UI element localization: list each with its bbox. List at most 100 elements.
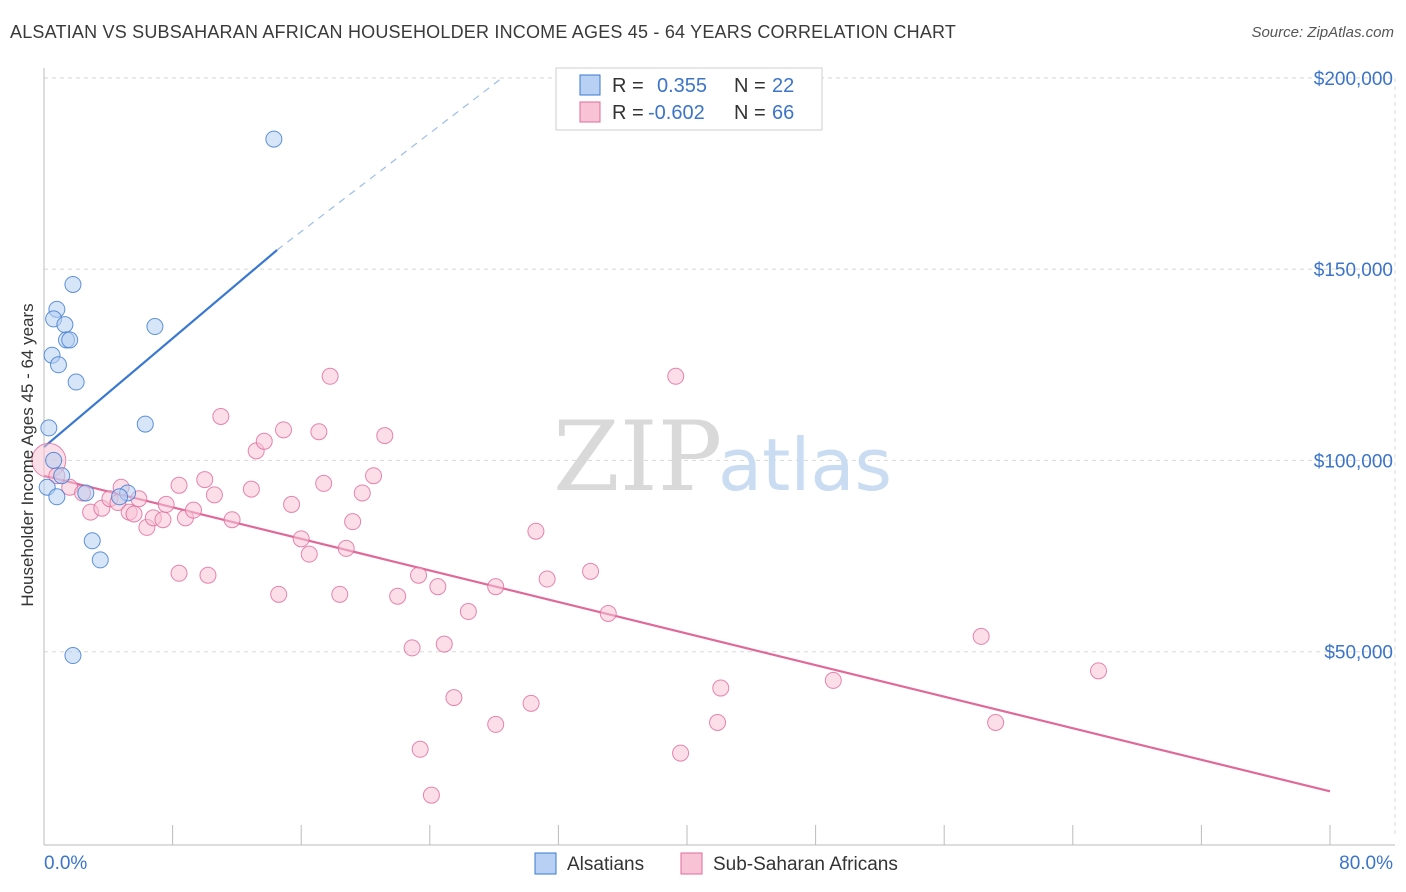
correlation-legend: R = 0.355 N = 22 R = -0.602 N = 66 [555, 67, 823, 131]
axes [43, 68, 1395, 846]
series-legend: Alsatians Sub-Saharan Africans [534, 852, 898, 875]
subsaharan-point [331, 585, 349, 603]
subsaharan-point [403, 639, 421, 657]
alsatians-point [64, 275, 82, 293]
subsaharan-point [170, 564, 188, 582]
subsaharan-point [275, 421, 293, 439]
legend-r-label-2: R = [612, 102, 644, 124]
trend-extension-alsatians [276, 77, 503, 251]
legend-r-value-2: -0.602 [648, 102, 705, 124]
subsaharan-point [411, 740, 429, 758]
subsaharan-point [315, 474, 333, 492]
legend-n-value-1: 22 [772, 75, 794, 97]
subsaharan-point [1090, 662, 1108, 680]
subsaharan-point [435, 635, 453, 653]
subsaharan-point [389, 587, 407, 605]
subsaharan-point [487, 578, 505, 596]
subsaharan-point [255, 432, 273, 450]
subsaharan-point [170, 476, 188, 494]
subsaharan-point [196, 471, 214, 489]
subsaharan-point [310, 423, 328, 441]
alsatians-point [146, 318, 164, 336]
alsatians-point [111, 488, 129, 506]
subsaharan-point [300, 545, 318, 563]
subsaharan-point [987, 713, 1005, 731]
alsatians-point [77, 484, 95, 502]
legend-swatch-alsatians [579, 74, 601, 96]
subsaharan-point [824, 671, 842, 689]
subsaharan-point [337, 539, 355, 557]
alsatians-point [49, 356, 67, 374]
y-tick-label: $150,000 [1314, 260, 1393, 281]
subsaharan-point [527, 522, 545, 540]
legend-r-value-1: 0.355 [657, 75, 707, 97]
subsaharan-point [270, 585, 288, 603]
subsaharan-point [709, 713, 727, 731]
subsaharan-point [344, 513, 362, 531]
subsaharan-point [672, 744, 690, 762]
x-tick-labels: 0.0% 80.0% [44, 853, 1393, 874]
subsaharan-point [667, 367, 685, 385]
subsaharan-point [353, 484, 371, 502]
chart-title: ALSATIAN VS SUBSAHARAN AFRICAN HOUSEHOLD… [10, 22, 957, 42]
subsaharan-point [212, 407, 230, 425]
subsaharan-point [972, 627, 990, 645]
alsatians-point [61, 331, 79, 349]
data-points [31, 130, 1108, 804]
subsaharan-point [223, 511, 241, 529]
subsaharan-point [154, 511, 172, 529]
alsatians-point [56, 316, 74, 334]
source-credit: Source: ZipAtlas.com [1251, 24, 1394, 41]
subsaharan-point [365, 467, 383, 485]
subsaharan-point [242, 480, 260, 498]
alsatians-point [53, 467, 71, 485]
subsaharan-point [582, 562, 600, 580]
alsatians-point [265, 130, 283, 148]
series-swatch-alsatians [534, 852, 557, 875]
trend-line-alsatians [43, 249, 278, 448]
series-label-subsaharan: Sub-Saharan Africans [713, 854, 898, 875]
subsaharan-point [157, 495, 175, 513]
subsaharan-point [522, 694, 540, 712]
subsaharan-point [321, 367, 339, 385]
subsaharan-point [292, 530, 310, 548]
alsatians-point [40, 419, 58, 437]
alsatians-point [91, 551, 109, 569]
alsatians-point [67, 373, 85, 391]
subsaharan-point [487, 715, 505, 733]
legend-n-label-1: N = [734, 75, 766, 97]
series-swatch-subsaharan [680, 852, 703, 875]
series-label-alsatians: Alsatians [567, 854, 644, 875]
y-tick-label: $200,000 [1314, 69, 1393, 90]
trend-lines [43, 77, 1331, 793]
subsaharan-point [599, 604, 617, 622]
legend-r-label-1: R = [612, 75, 644, 97]
alsatians-point [48, 488, 66, 506]
trend-line-subsaharan [43, 474, 1331, 793]
subsaharan-point [199, 566, 217, 584]
legend-n-value-2: 66 [772, 102, 794, 124]
x-tick-label: 80.0% [1339, 853, 1393, 874]
subsaharan-point [538, 570, 556, 588]
alsatians-point [83, 532, 101, 550]
y-axis-label: Householder Income Ages 45 - 64 years [18, 303, 37, 606]
alsatians-point [64, 647, 82, 665]
subsaharan-point [445, 689, 463, 707]
subsaharan-point [283, 495, 301, 513]
subsaharan-point [429, 578, 447, 596]
subsaharan-point [376, 427, 394, 445]
y-tick-label: $50,000 [1324, 643, 1393, 664]
subsaharan-point [410, 566, 428, 584]
legend-swatch-subsaharan [579, 101, 601, 123]
legend-n-label-2: N = [734, 102, 766, 124]
y-tick-labels: $50,000 $100,000 $150,000 $200,000 [1314, 69, 1393, 664]
subsaharan-point [184, 501, 202, 519]
subsaharan-point [125, 505, 143, 523]
subsaharan-point [422, 786, 440, 804]
subsaharan-point [205, 486, 223, 504]
x-tick-label: 0.0% [44, 853, 87, 874]
subsaharan-point [712, 679, 730, 697]
watermark-atlas: atlas [718, 423, 892, 507]
y-tick-label: $100,000 [1314, 451, 1393, 472]
watermark-zip: ZIP [553, 401, 722, 513]
